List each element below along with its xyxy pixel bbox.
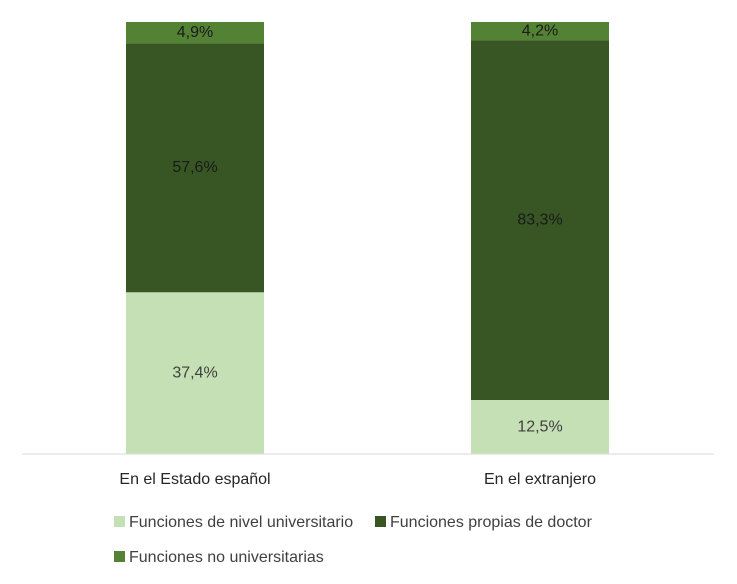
data-label: 4,9%: [177, 24, 213, 41]
data-label: 37,4%: [172, 365, 217, 382]
bar-segment: [126, 43, 264, 293]
category-label: En el Estado español: [119, 471, 270, 488]
bar-segment: [471, 22, 609, 41]
bar-segment: [126, 22, 264, 44]
legend-swatch: [114, 516, 125, 527]
legend-swatch: [375, 516, 386, 527]
data-label: 83,3%: [517, 212, 562, 229]
legend-label: Funciones no universitarias: [129, 549, 324, 566]
data-label: 4,2%: [522, 23, 558, 40]
category-labels: En el Estado español En el extranjero: [119, 471, 596, 488]
bar-segment: [471, 40, 609, 400]
bar-segment: [126, 292, 264, 454]
legend-label: Funciones propias de doctor: [390, 514, 593, 531]
legend-swatch: [114, 551, 125, 562]
bar-segment: [471, 400, 609, 454]
data-label: 57,6%: [172, 159, 217, 176]
category-label: En el extranjero: [484, 471, 596, 488]
bars-group: 37,4% 57,6% 4,9% 12,5% 83,3% 4,2%: [126, 22, 609, 454]
legend-label: Funciones de nivel universitario: [129, 514, 353, 531]
data-label: 12,5%: [517, 419, 562, 436]
legend: Funciones de nivel universitario Funcione…: [114, 514, 593, 566]
